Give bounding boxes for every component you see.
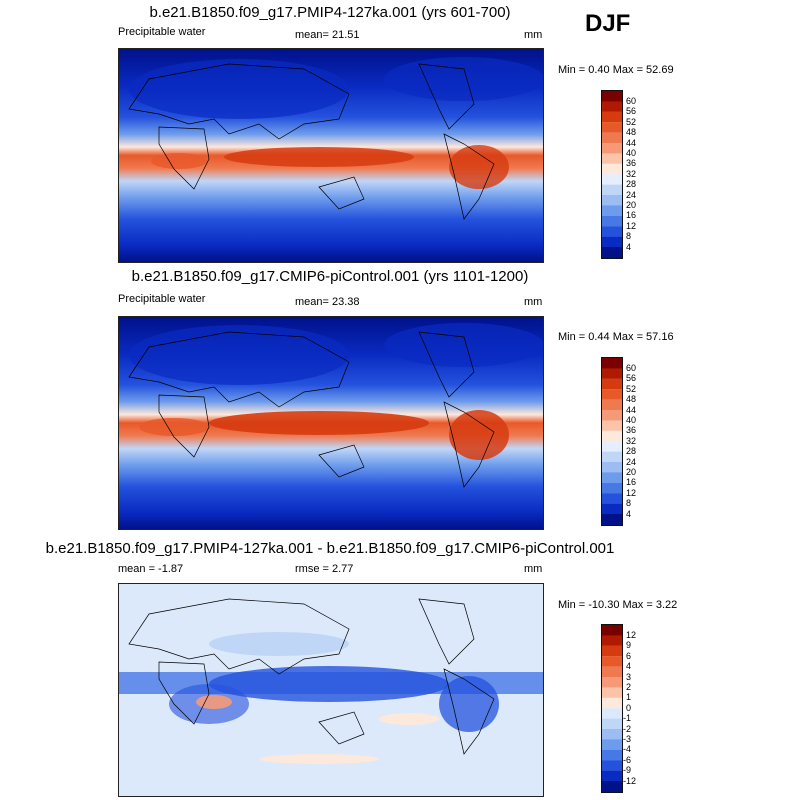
colorbar-tick: -9 (623, 765, 632, 775)
colorbar-tick: 16 (626, 477, 637, 487)
colorbar-tick: 56 (626, 106, 637, 116)
colorbar-tick: 12 (626, 630, 637, 640)
panel-2-minmax-label: Min = 0.44 Max = 57.16 (558, 331, 674, 343)
panel-3-title: b.e21.B1850.f09_g17.PMIP4-127ka.001 - b.… (45, 540, 615, 557)
season-label: DJF (585, 10, 631, 37)
colorbar-tick: -6 (623, 755, 632, 765)
colorbar-tick: 6 (626, 651, 632, 661)
panel-2-colorbar (601, 357, 623, 526)
colorbar-tick: 20 (626, 200, 637, 210)
colorbar-tick: 20 (626, 467, 637, 477)
panel-1-colorbar-bands (602, 91, 622, 258)
colorbar-tick: 0 (626, 703, 632, 713)
colorbar-tick: 4 (626, 661, 632, 671)
colorbar-tick: 24 (626, 457, 637, 467)
panel-1-colorbar (601, 90, 623, 259)
colorbar-tick: 4 (626, 242, 632, 252)
colorbar-tick: 32 (626, 169, 637, 179)
colorbar-tick: 40 (626, 148, 637, 158)
colorbar-tick: 60 (626, 96, 637, 106)
panel-3-map-field (119, 584, 543, 796)
panel-3-map (118, 583, 544, 797)
colorbar-tick: 8 (626, 231, 632, 241)
panel-1-variable-label: Precipitable water (118, 26, 206, 38)
panel-2-map (118, 316, 544, 530)
colorbar-tick: 60 (626, 363, 637, 373)
colorbar-tick: -1 (623, 713, 632, 723)
panel-1-map (118, 48, 544, 263)
colorbar-tick: 48 (626, 394, 637, 404)
colorbar-tick: 12 (626, 488, 637, 498)
colorbar-tick: 36 (626, 158, 637, 168)
panel-3-minmax-label: Min = -10.30 Max = 3.22 (558, 599, 678, 611)
panel-1-mean-label: mean= 21.51 (295, 29, 360, 41)
colorbar-tick: 52 (626, 117, 637, 127)
colorbar-tick: -12 (623, 776, 637, 786)
colorbar-tick: 56 (626, 373, 637, 383)
colorbar-tick: 32 (626, 436, 637, 446)
colorbar-tick: 9 (626, 640, 632, 650)
panel-1-title: b.e21.B1850.f09_g17.PMIP4-127ka.001 (yrs… (149, 4, 511, 21)
panel-2-units-label: mm (524, 296, 543, 308)
panel-3-units-label: mm (524, 563, 543, 575)
colorbar-tick: -4 (623, 744, 632, 754)
colorbar-tick: -2 (623, 724, 632, 734)
colorbar-tick: 16 (626, 210, 637, 220)
panel-1-units-label: mm (524, 29, 543, 41)
colorbar-tick: 44 (626, 138, 637, 148)
panel-2-colorbar-bands (602, 358, 622, 525)
colorbar-tick: 28 (626, 179, 637, 189)
colorbar-tick: -3 (623, 734, 632, 744)
colorbar-tick: 2 (626, 682, 632, 692)
colorbar-tick: 40 (626, 415, 637, 425)
colorbar-tick: 3 (626, 672, 632, 682)
panel-2-variable-label: Precipitable water (118, 293, 206, 305)
colorbar-tick: 4 (626, 509, 632, 519)
colorbar-tick: 12 (626, 221, 637, 231)
colorbar-tick: 36 (626, 425, 637, 435)
colorbar-tick: 8 (626, 498, 632, 508)
colorbar-tick: 52 (626, 384, 637, 394)
colorbar-tick: 1 (626, 692, 632, 702)
panel-2-title: b.e21.B1850.f09_g17.CMIP6-piControl.001 … (131, 268, 529, 285)
panel-3-rmse-label: rmse = 2.77 (295, 563, 354, 575)
panel-3-colorbar-bands (602, 625, 622, 792)
panel-2-map-field (119, 317, 543, 529)
panel-1-map-field (119, 49, 543, 262)
panel-2-mean-label: mean= 23.38 (295, 296, 360, 308)
panel-1-minmax-label: Min = 0.40 Max = 52.69 (558, 64, 674, 76)
colorbar-tick: 28 (626, 446, 637, 456)
colorbar-tick: 48 (626, 127, 637, 137)
panel-3-colorbar (601, 624, 623, 793)
colorbar-tick: 44 (626, 405, 637, 415)
panel-3-mean-label: mean = -1.87 (118, 563, 184, 575)
colorbar-tick: 24 (626, 190, 637, 200)
